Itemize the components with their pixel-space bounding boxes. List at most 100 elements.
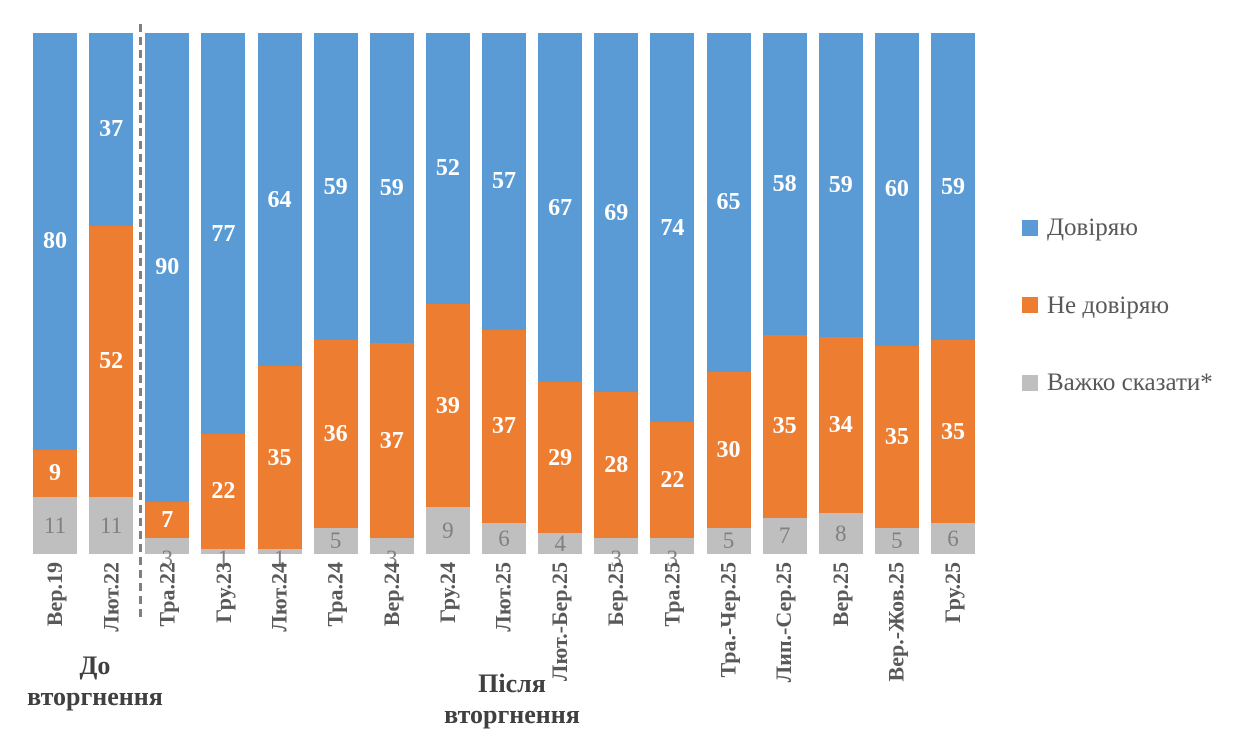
- value-label: 69: [604, 199, 629, 226]
- x-axis-label: Тра.-Чер.25: [715, 562, 741, 678]
- bar-column-4: 77 22 1 Гру.23: [201, 33, 246, 623]
- segment-distrust: 22: [650, 422, 695, 539]
- value-label: 57: [492, 168, 516, 195]
- value-label: 9: [49, 460, 61, 487]
- bar-column-16: 60 35 5 Вер.-Жов.25: [874, 33, 919, 681]
- segment-distrust: 39: [425, 303, 470, 508]
- value-label: 3: [666, 546, 679, 572]
- segment-trust: 59: [369, 33, 414, 344]
- stacked-bar: 59 35 6: [931, 33, 975, 554]
- segment-trust: 74: [650, 33, 695, 423]
- bar-column-9: 57 37 6 Лют.25: [482, 33, 526, 632]
- x-axis-label: Лют.24: [266, 562, 292, 632]
- value-label: 64: [267, 186, 292, 213]
- group-label-before-invasion: До вторгнення: [15, 650, 175, 712]
- value-label: 35: [884, 423, 909, 450]
- value-label: 35: [941, 418, 965, 445]
- x-axis-label: Тра.25: [659, 562, 685, 627]
- segment-unsure: 4: [538, 532, 583, 555]
- value-label: 22: [660, 467, 685, 494]
- value-label: 22: [211, 478, 236, 505]
- value-label: 5: [329, 528, 342, 554]
- value-label: 30: [716, 436, 741, 463]
- legend-swatch-distrust: [1022, 297, 1038, 314]
- segment-distrust: 35: [931, 340, 975, 523]
- value-label: 59: [323, 173, 348, 200]
- segment-trust: 67: [538, 33, 583, 383]
- value-label: 36: [323, 421, 348, 448]
- value-label: 3: [386, 546, 398, 572]
- bar-column-7: 59 37 3 Вер.24: [369, 33, 414, 626]
- group-label-after-invasion: Після вторгнення: [432, 668, 592, 730]
- value-label: 60: [884, 176, 909, 203]
- bar-column-6: 59 36 5 Тра.24: [313, 33, 358, 627]
- segment-unsure: 9: [425, 507, 470, 554]
- x-axis-label: Лип.-Сер.25: [771, 562, 797, 683]
- segment-distrust: 7: [145, 501, 190, 539]
- bar-column-15: 59 34 8 Вер.25: [818, 33, 863, 626]
- segment-unsure: 11: [33, 496, 77, 554]
- segment-unsure: 8: [818, 512, 863, 554]
- x-axis-label: Лют.22: [98, 562, 124, 632]
- value-label: 37: [99, 116, 124, 143]
- stacked-bar: 57 37 6: [482, 33, 526, 554]
- value-label: 59: [941, 173, 965, 200]
- plot-area: 80 9 11 Вер.19 37 52 11 Лют.22 90 7 3 Тра.22 77 22 1 Гр…: [33, 33, 975, 682]
- x-axis-label: Вер.25: [827, 562, 853, 627]
- bar-column-3: 90 7 3 Тра.22: [145, 33, 190, 627]
- legend-label-trust: Довіряю: [1047, 214, 1138, 241]
- x-axis-label: Гру.25: [940, 562, 965, 623]
- stacked-bar: 80 9 11: [33, 33, 77, 554]
- value-label: 8: [835, 520, 847, 546]
- value-label: 35: [267, 444, 292, 471]
- x-axis-label: Вер.24: [378, 562, 404, 627]
- stacked-bar: 90 7 3: [145, 33, 190, 570]
- value-label: 67: [548, 194, 573, 221]
- legend-item-distrust: Не довіряю: [1022, 292, 1213, 320]
- x-axis-label: Вер.19: [42, 562, 67, 627]
- stacked-bar: 67 29 4: [538, 33, 583, 555]
- bar-column-1: 80 9 11 Вер.19: [33, 33, 77, 626]
- segment-unsure: 5: [313, 527, 358, 554]
- segment-distrust: 52: [89, 225, 134, 497]
- legend-swatch-trust: [1022, 219, 1038, 236]
- value-label: 80: [43, 228, 67, 255]
- stacked-bar: 77 22 1: [201, 33, 246, 570]
- segment-trust: 52: [425, 33, 470, 304]
- segment-distrust: 34: [818, 337, 863, 513]
- value-label: 5: [891, 528, 903, 554]
- x-axis-label: Гру.23: [210, 562, 236, 623]
- segment-trust: 69: [594, 33, 639, 393]
- group-label-line: вторгнення: [27, 682, 163, 711]
- value-label: 1: [217, 546, 230, 572]
- bar-column-5: 64 35 1 Лют.24: [257, 33, 302, 632]
- bar-column-8: 52 39 9 Гру.24: [425, 33, 470, 623]
- segment-distrust: 35: [874, 345, 919, 528]
- value-label: 1: [273, 546, 286, 572]
- stacked-bar: 59 36 5: [313, 33, 358, 554]
- segment-distrust: 37: [369, 343, 414, 539]
- value-label: 6: [498, 525, 510, 551]
- value-label: 9: [442, 518, 454, 544]
- value-label: 52: [435, 155, 460, 182]
- segment-distrust: 36: [313, 340, 358, 528]
- segment-unsure: 3: [594, 538, 639, 570]
- segment-trust: 64: [257, 33, 302, 367]
- segment-unsure: 1: [257, 547, 302, 570]
- value-label: 58: [772, 171, 797, 198]
- bar-column-17: 59 35 6 Гру.25: [931, 33, 975, 623]
- bar-column-11: 69 28 3 Бер.25: [594, 33, 639, 626]
- segment-trust: 65: [706, 33, 751, 372]
- x-axis-label: Гру.24: [434, 562, 460, 623]
- bar-column-10: 67 29 4 Лют.-Бер.25: [538, 33, 583, 681]
- bar-column-14: 58 35 7 Лип.-Сер.25: [762, 33, 807, 682]
- segment-distrust: 28: [594, 392, 639, 539]
- segment-unsure: 6: [931, 522, 975, 554]
- stacked-bar: 60 35 5: [874, 33, 919, 554]
- value-label: 3: [610, 546, 623, 572]
- x-axis-label: Лют.25: [491, 562, 516, 632]
- segment-trust: 77: [201, 33, 246, 435]
- legend-label-hard-to-say: Важко сказати*: [1047, 369, 1213, 396]
- segment-distrust: 35: [762, 335, 807, 518]
- value-label: 90: [155, 254, 180, 281]
